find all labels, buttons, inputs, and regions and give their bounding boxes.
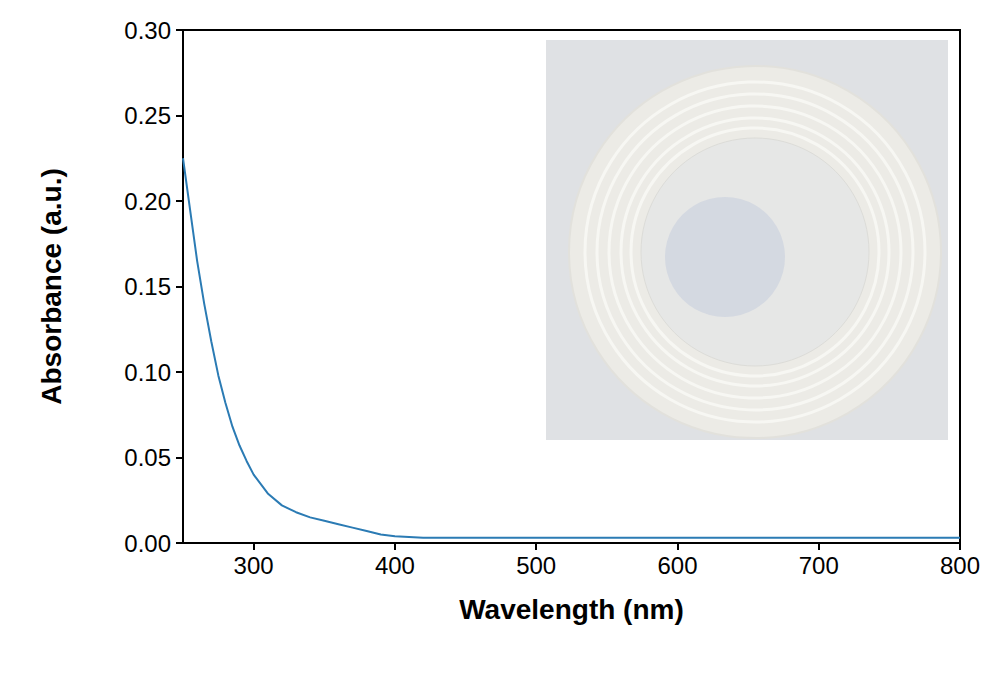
svg-text:300: 300	[234, 552, 274, 579]
svg-text:700: 700	[799, 552, 839, 579]
svg-text:600: 600	[657, 552, 697, 579]
svg-text:500: 500	[516, 552, 556, 579]
svg-text:0.00: 0.00	[124, 530, 171, 557]
svg-text:0.30: 0.30	[124, 17, 171, 44]
svg-text:0.10: 0.10	[124, 359, 171, 386]
svg-text:Absorbance (a.u.): Absorbance (a.u.)	[36, 168, 67, 404]
svg-text:0.05: 0.05	[124, 444, 171, 471]
svg-text:0.20: 0.20	[124, 188, 171, 215]
svg-text:0.15: 0.15	[124, 273, 171, 300]
svg-text:400: 400	[375, 552, 415, 579]
svg-text:800: 800	[940, 552, 980, 579]
svg-text:0.25: 0.25	[124, 102, 171, 129]
svg-text:Wavelength (nm): Wavelength (nm)	[459, 594, 684, 625]
